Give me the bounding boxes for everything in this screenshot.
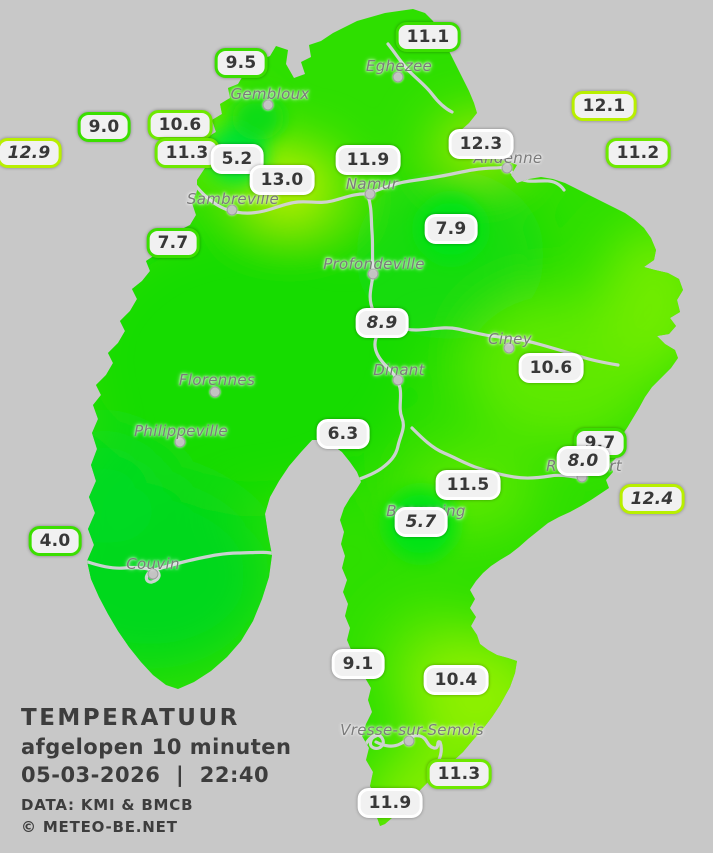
data-source: DATA: KMI & BMCB [21,796,194,814]
station-temp-label-5-7: 5.7 [394,506,448,538]
station-temp-label-11-9: 11.9 [335,144,401,176]
station-temp-label-10-6: 10.6 [147,109,213,141]
city-label-dinant: Dinant [373,361,425,379]
city-dot-sambreville [226,204,238,216]
station-temp-label-9-0: 9.0 [77,111,131,143]
map-datetime: 05-03-2026 | 22:40 [21,763,270,787]
station-temp-label-10-4: 10.4 [423,664,489,696]
station-temp-label-8-0: 8.0 [556,445,610,477]
city-label-sambreville: Sambreville [186,190,280,208]
station-temp-label-12-9: 12.9 [0,137,62,169]
city-label-profondeville: Profondeville [323,255,425,273]
city-label-vresse-sur-semois: Vresse-sur-Semois [340,721,484,739]
station-temp-label-9-1: 9.1 [331,648,385,680]
copyright: © METEO-BE.NET [21,818,178,836]
station-temp-label-6-3: 6.3 [316,418,370,450]
station-temp-label-9-7: 9.7 [573,427,627,459]
station-temp-label-12-1: 12.1 [571,90,637,122]
station-temp-label-5-2: 5.2 [210,143,264,175]
station-temp-label-4-0: 4.0 [28,525,82,557]
city-dot-ciney [503,342,515,354]
city-label-florennes: Florennes [178,371,256,389]
station-temp-label-7-9: 7.9 [424,213,478,245]
station-temp-label-7-7: 7.7 [146,227,200,259]
city-dot-andenne [501,162,513,174]
city-label-namur: Namur [345,175,399,193]
station-temp-label-11-3: 11.3 [426,758,492,790]
station-temp-label-11-2: 11.2 [605,137,671,169]
station-temp-label-10-6: 10.6 [518,352,584,384]
title-block: TEMPERATUUR afgelopen 10 minuten 05-03-2… [21,705,292,836]
station-temp-label-12-4: 12.4 [619,483,685,515]
city-dot-profondeville [367,268,379,280]
city-label-couvin: Couvin [126,555,180,573]
city-label-eghezee: Eghezee [365,57,433,75]
city-dot-gembloux [262,99,274,111]
station-temp-label-11-3: 11.3 [154,137,220,169]
city-dot-couvin [147,568,159,580]
city-dot-dinant [392,374,404,386]
station-temp-label-9-5: 9.5 [214,47,268,79]
river-sambre [194,184,370,215]
station-temp-label-12-3: 12.3 [448,128,514,160]
river-mehaigne [386,42,454,114]
city-dot-namur [364,188,376,200]
city-label-philippeville: Philippeville [134,422,228,440]
city-dot-vresse-sur-semois [403,735,415,747]
map-title: TEMPERATUUR [21,705,240,731]
map-subtitle: afgelopen 10 minuten [21,735,292,759]
station-temp-label-11-1: 11.1 [395,21,461,53]
city-label-gembloux: Gembloux [230,85,310,103]
river-bocq [372,316,620,367]
city-dot-eghezee [392,71,404,83]
city-dot-philippeville [174,436,186,448]
city-label-ciney: Ciney [488,330,532,348]
station-temp-label-11-5: 11.5 [435,469,501,501]
city-dot-florennes [209,386,221,398]
station-temp-label-8-9: 8.9 [355,307,409,339]
station-temp-label-11-9: 11.9 [357,787,423,819]
station-temp-label-13-0: 13.0 [249,164,315,196]
